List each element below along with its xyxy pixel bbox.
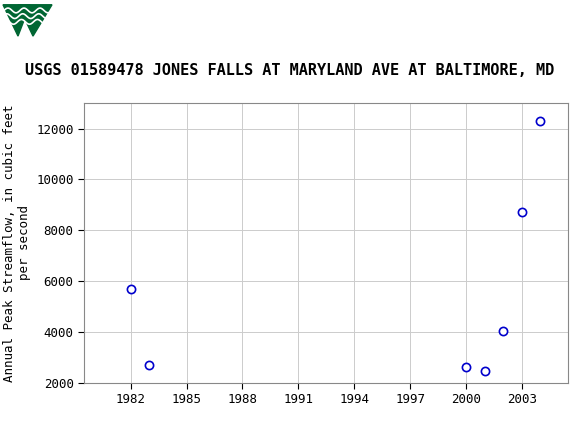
Y-axis label: Annual Peak Streamflow, in cubic feet
per second: Annual Peak Streamflow, in cubic feet pe… [3,104,31,382]
Point [126,285,135,292]
Point [499,327,508,334]
Point [517,209,527,216]
Point [144,362,154,369]
Polygon shape [3,5,30,36]
Bar [2,2,54,39]
Text: USGS 01589478 JONES FALLS AT MARYLAND AVE AT BALTIMORE, MD: USGS 01589478 JONES FALLS AT MARYLAND AV… [26,63,554,78]
Text: USGS: USGS [60,9,137,33]
Polygon shape [18,5,52,36]
Point [461,364,470,371]
Point [480,368,489,375]
Point [536,117,545,124]
